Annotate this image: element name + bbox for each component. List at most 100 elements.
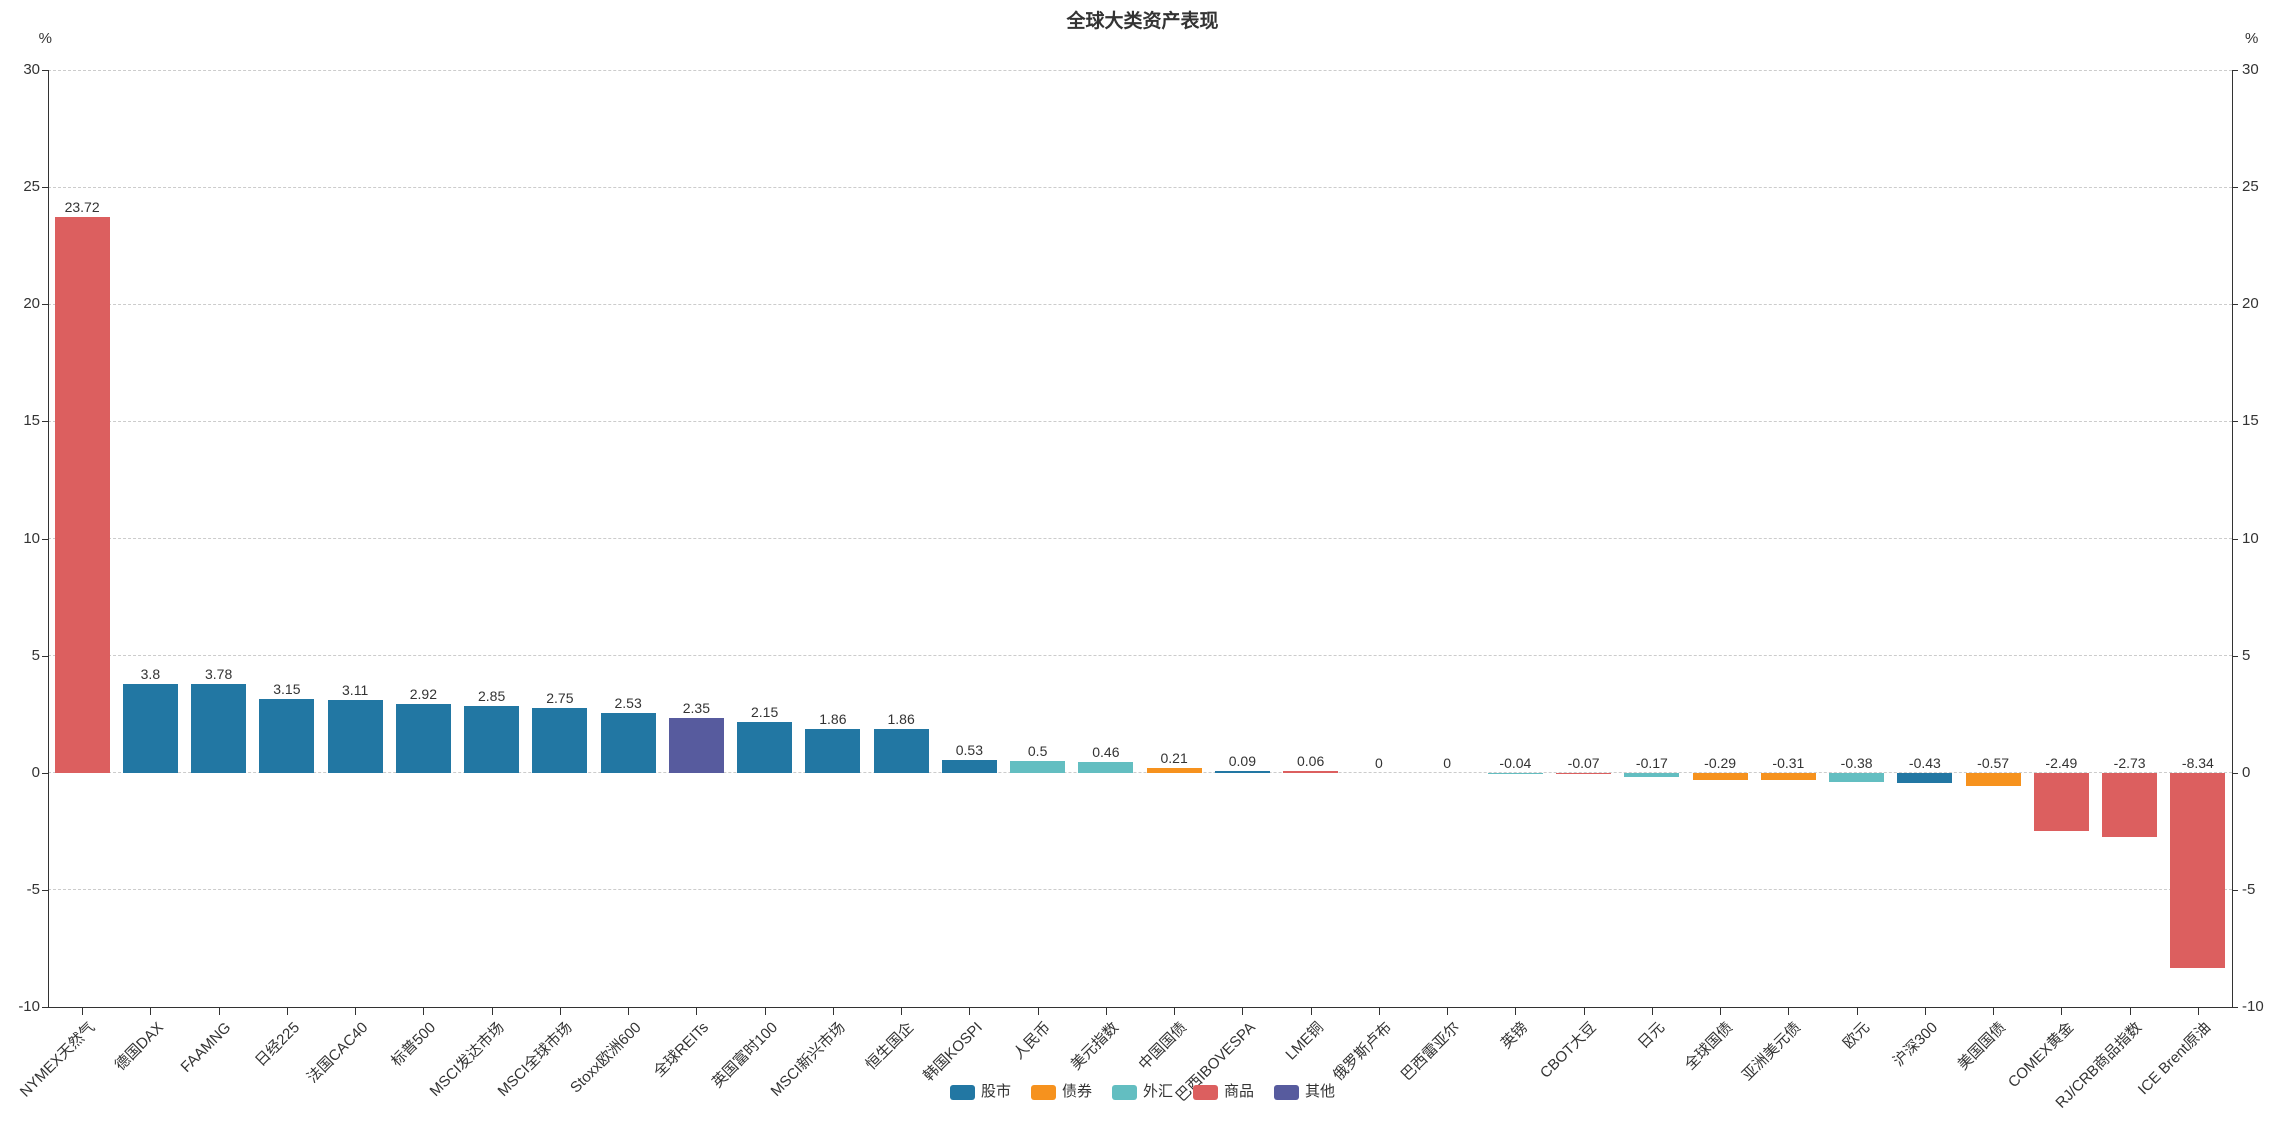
legend-swatch-icon [1030,1084,1056,1100]
bar[interactable] [327,699,383,773]
x-axis-label: 恒生国企 [862,1019,918,1074]
bar[interactable] [2102,772,2158,837]
x-axis-tick [628,1008,630,1015]
bar[interactable] [1829,772,1885,782]
bar[interactable] [737,722,793,773]
x-axis-tick [2197,1008,2199,1015]
right-axis-tick [2232,70,2238,71]
bar[interactable] [873,729,929,773]
bar[interactable] [1146,767,1202,773]
y-tick-label-right: -5 [2242,880,2256,898]
bar[interactable] [395,704,451,773]
x-axis-label: 英国富时100 [708,1019,781,1092]
bar[interactable] [941,760,997,773]
bar-value-label: 3.78 [205,666,233,683]
x-axis-label: FAAMNG [177,1019,235,1076]
legend-label: 其他 [1305,1083,1336,1100]
x-axis-label: 全球国债 [1681,1019,1737,1074]
x-axis-label: 标普500 [388,1019,440,1070]
x-axis-tick [1515,1008,1517,1015]
x-axis-tick [355,1008,357,1015]
bar-value-label: -0.29 [1704,754,1737,771]
bar[interactable] [805,729,861,773]
bar-value-label: 3.15 [273,680,301,697]
x-axis-tick [1788,1008,1790,1015]
bar[interactable] [600,713,656,773]
bar[interactable] [532,708,588,773]
y-tick-label-left: -5 [26,880,40,898]
bar[interactable] [2033,772,2089,832]
bar[interactable] [259,698,315,773]
y-tick-label-right: 5 [2242,646,2251,664]
y-tick-label-right: -10 [2242,998,2264,1015]
legend-item[interactable]: 其他 [1274,1084,1335,1100]
bar[interactable] [1487,772,1543,774]
legend-item[interactable]: 外汇 [1111,1084,1173,1100]
y-tick-label-right: 0 [2242,763,2251,781]
y-tick-label-left: 5 [31,646,40,664]
bar[interactable] [2170,772,2226,969]
x-axis-tick [2129,1008,2131,1015]
bar[interactable] [1283,771,1339,773]
gridline [48,655,2232,657]
x-axis-label: COMEX黄金 [2005,1019,2078,1092]
x-axis-label: LME铜 [1282,1019,1327,1064]
x-axis-tick [1037,1008,1039,1015]
y-tick-label-left: 30 [23,61,40,78]
bar[interactable] [1760,772,1816,780]
left-axis-tick [42,538,48,540]
left-axis-tick [42,304,48,306]
bar[interactable] [1078,761,1134,773]
x-axis-label: 巴西雷亚尔 [1398,1019,1464,1085]
y-tick-label-left: 20 [23,295,40,313]
bar[interactable] [122,683,178,773]
gridline [48,420,2232,422]
bar[interactable] [464,705,520,773]
bar[interactable] [1214,770,1270,773]
legend-swatch-icon [1111,1084,1137,1100]
right-axis-tick [2232,889,2238,891]
y-tick-label-left: -10 [18,998,40,1015]
x-axis-label: 英镑 [1498,1019,1532,1053]
bar-value-label: -0.43 [1908,754,1941,771]
left-y-axis-line [48,70,49,1007]
bar-value-label: -0.07 [1567,754,1600,771]
bar[interactable] [1897,772,1953,783]
left-axis-tick [42,187,48,189]
bar[interactable] [1624,772,1680,777]
y-tick-label-right: 25 [2242,178,2259,196]
bar-value-label: 1.86 [887,711,915,728]
bar[interactable] [1556,772,1612,775]
right-axis-tick [2232,538,2238,540]
bar[interactable] [191,684,247,773]
x-axis-tick [423,1008,425,1015]
bar-value-label: 23.72 [64,199,100,216]
bar[interactable] [54,217,110,773]
x-axis-tick [1720,1008,1722,1015]
bar[interactable] [1965,772,2021,787]
right-axis-tick [2232,772,2238,774]
legend-label: 商品 [1224,1083,1255,1100]
bar[interactable] [1010,761,1066,773]
right-axis-tick [2232,421,2238,423]
x-axis-label: 沪深300 [1889,1019,1941,1070]
bar[interactable] [1692,772,1748,780]
legend-item[interactable]: 股市 [949,1084,1011,1100]
legend-item[interactable]: 债券 [1030,1084,1092,1100]
x-axis-tick [764,1008,766,1015]
gridline [48,538,2232,539]
legend-item[interactable]: 商品 [1193,1084,1254,1100]
bar-value-label: 2.15 [751,704,779,721]
bar-value-label: -0.57 [1977,754,2010,771]
bar-value-label: -2.73 [2113,754,2146,771]
bar-value-label: 0.09 [1228,752,1256,769]
right-axis-tick [2232,187,2238,189]
x-axis-label: 法国CAC40 [303,1019,372,1087]
left-axis-tick [42,655,48,657]
x-axis-tick [286,1008,288,1015]
bar[interactable] [668,717,724,773]
bar-value-label: 2.35 [682,699,710,716]
x-axis-tick [559,1008,561,1015]
y-tick-label-right: 15 [2242,412,2259,430]
right-axis-tick [2232,304,2238,306]
